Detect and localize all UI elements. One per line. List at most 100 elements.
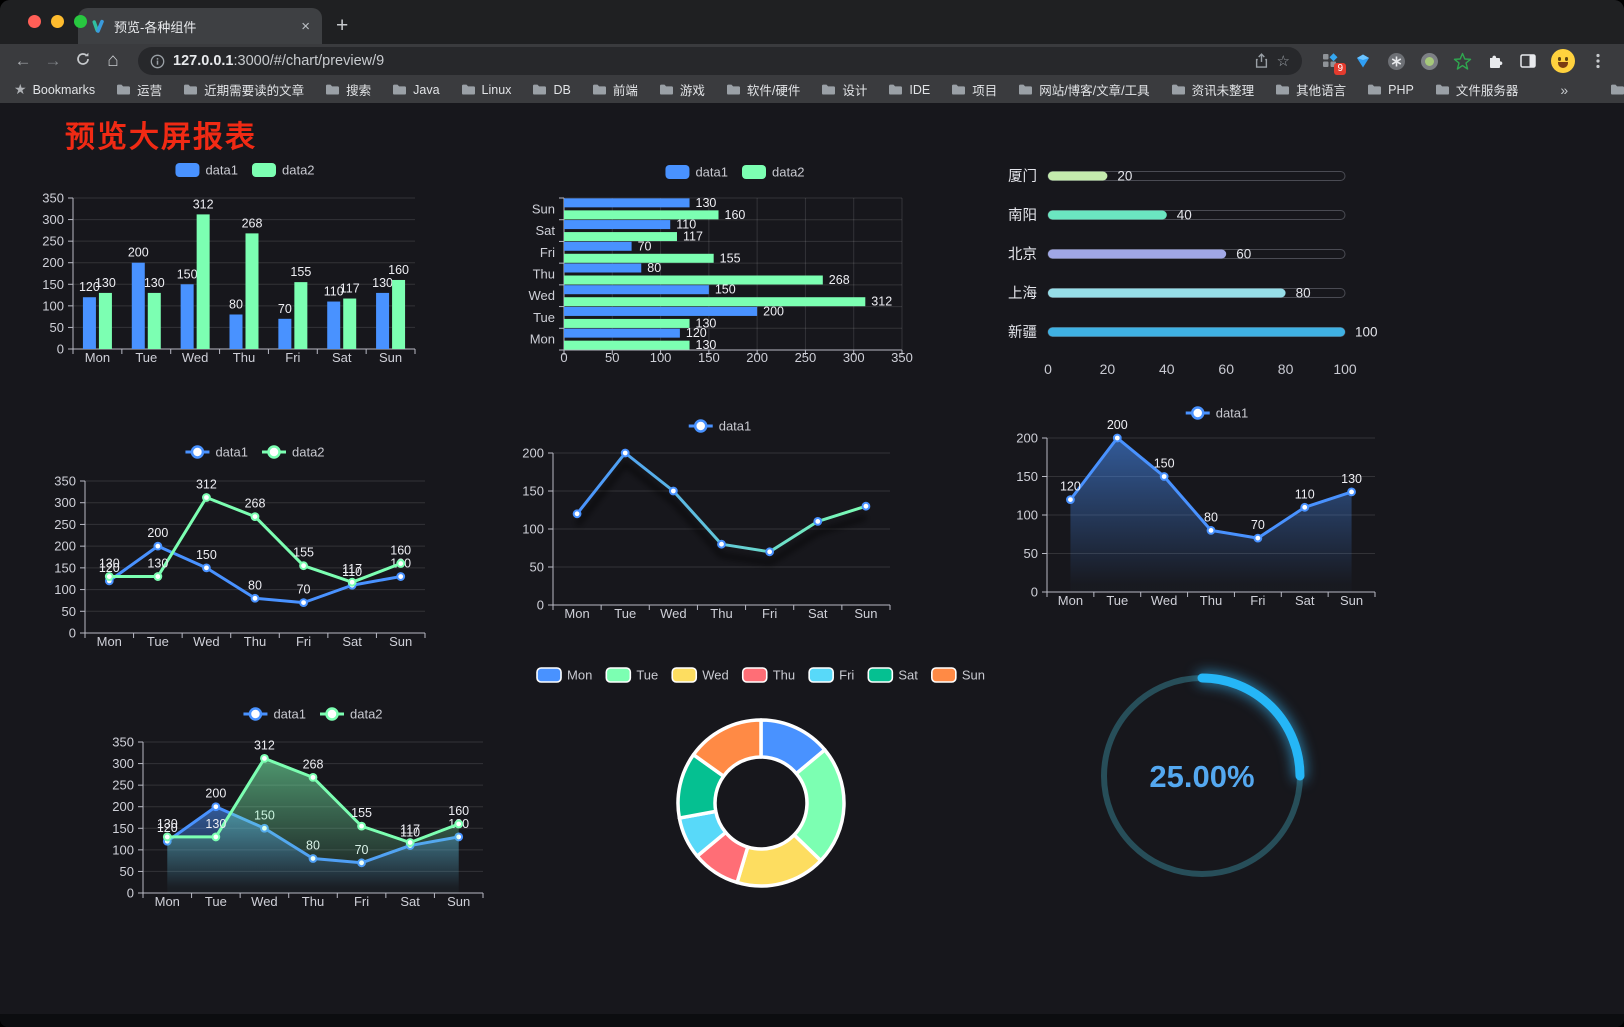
svg-text:150: 150 [42,277,64,292]
svg-text:data1: data1 [215,445,248,460]
svg-text:120: 120 [686,326,707,340]
bookmark-star-icon[interactable]: ☆ [1276,53,1290,70]
bookmark-item[interactable]: 游戏 [659,80,705,99]
bookmark-item[interactable]: 设计 [821,80,867,99]
svg-text:300: 300 [42,212,64,227]
svg-text:100: 100 [42,298,64,313]
tab-close-icon[interactable]: × [301,17,310,35]
chart-hbar-grouped[interactable]: data1 data2 0 50 100 150 200 250 300 350 Sun Sat Fri… [500,150,920,372]
bookmark-item[interactable]: 网站/博客/文章/工具 [1018,80,1150,99]
svg-text:250: 250 [42,234,64,249]
bookmark-item[interactable]: IDE [888,80,930,99]
y-axis: 0 50 100 150 200 250 300 350 [42,191,415,357]
side-panel-icon[interactable] [1518,51,1538,71]
chart-bar-grouped[interactable]: data1 data2 0 50 100 150 200 250 300 350 Mon Tue Wed… [40,150,450,375]
minimize-window-button[interactable] [51,15,64,28]
svg-text:25.00%: 25.00% [1149,759,1254,794]
bookmark-item[interactable]: PHP [1367,80,1414,99]
chart-city-progress[interactable]: 厦门 20 南阳 40 北京 60 上海 80 新疆 100 0 20 40 60 80 100 [990,150,1420,385]
share-icon[interactable] [1254,53,1269,69]
svg-text:150: 150 [1154,457,1175,471]
maximize-window-button[interactable] [74,15,87,28]
window-controls[interactable] [28,15,87,28]
extension-record-icon[interactable] [1419,51,1439,71]
url-text[interactable]: 127.0.0.1:3000/#/chart/preview/9 [173,53,1246,69]
svg-text:312: 312 [254,738,275,752]
x-axis: Mon Tue Wed Thu Fri Sat Sun [552,605,891,621]
svg-text:50: 50 [605,350,619,365]
svg-text:100: 100 [112,842,134,857]
reload-icon[interactable] [70,51,96,72]
bookmark-item[interactable]: DB [532,80,571,99]
bookmark-item[interactable]: 项目 [951,80,997,99]
chart-line-two[interactable]: data1 data2 0 50 100 150 200 250 300 350 Mon Tue Wed… [40,420,460,662]
bookmark-item[interactable]: 其他语言 [1275,80,1346,99]
back-icon[interactable]: ← [14,51,32,70]
svg-text:80: 80 [1296,286,1311,301]
extension-asterisk-icon[interactable] [1386,51,1406,71]
forward-icon[interactable]: → [44,51,62,70]
bookmark-item[interactable]: Linux [461,80,511,99]
bookmark-item[interactable]: 搜索 [325,80,371,99]
svg-text:Thu: Thu [233,350,255,365]
svg-text:60: 60 [1236,247,1251,262]
profile-avatar[interactable] [1551,49,1575,73]
other-bookmarks-folder[interactable]: 其他书签 [1610,80,1624,99]
extension-badge: 9 [1334,63,1346,75]
url-bar[interactable]: 127.0.0.1:3000/#/chart/preview/9 ☆ [138,47,1302,75]
extensions-puzzle-icon[interactable] [1485,51,1505,71]
svg-text:Sat: Sat [808,606,828,621]
bookmark-item[interactable]: 资讯未整理 [1171,80,1254,99]
svg-text:150: 150 [54,560,76,575]
svg-text:data1: data1 [719,419,752,434]
svg-text:Sun: Sun [962,668,985,683]
svg-text:110: 110 [400,826,420,840]
svg-text:Tue: Tue [533,310,555,325]
svg-text:50: 50 [120,864,134,879]
bookmark-item[interactable]: 软件/硬件 [726,80,800,99]
svg-text:40: 40 [1177,208,1192,223]
extension-grid-icon[interactable]: 9 [1320,51,1346,75]
svg-text:130: 130 [147,557,168,571]
site-info-icon[interactable] [150,54,165,69]
svg-text:Mon: Mon [530,332,555,347]
svg-text:Tue: Tue [205,894,227,909]
chart-gauge-percent[interactable]: 25.00% [1080,655,1325,900]
bookmark-item[interactable]: 前端 [592,80,638,99]
chart-donut-days[interactable]: Mon Tue Wed Thu Fri Sat Sun [536,660,985,900]
extension-star-icon[interactable] [1452,51,1472,71]
browser-menu-icon[interactable] [1588,51,1608,71]
svg-text:Wed: Wed [660,606,687,621]
extension-gem-icon[interactable] [1353,51,1373,71]
home-icon[interactable]: ⌂ [107,50,119,71]
svg-text:50: 50 [50,320,64,335]
bookmarks-manager[interactable]: ★ Bookmarks [14,81,95,98]
svg-text:新疆: 新疆 [1008,324,1037,341]
line-series-data1 [572,448,871,566]
svg-text:160: 160 [388,263,409,277]
svg-text:50: 50 [62,604,76,619]
svg-text:100: 100 [1333,361,1357,377]
chart-line-gradient[interactable]: data1 0 50 100 150 200 Mon Tue Wed Thu Fri Sat Sun [500,400,900,630]
svg-text:250: 250 [795,350,817,365]
svg-text:200: 200 [54,539,76,554]
bookmark-item[interactable]: 运营 [116,80,162,99]
new-tab-button[interactable]: + [336,14,349,37]
svg-text:120: 120 [99,561,120,575]
x-axis: Mon Tue Wed Thu Fri Sat Sun [72,349,416,365]
browser-tab[interactable]: 预览-各种组件 × [78,8,322,44]
bookmark-item[interactable]: Java [392,80,440,99]
svg-text:data2: data2 [292,445,325,460]
svg-text:Wed: Wed [1151,593,1178,608]
bookmark-item[interactable]: 近期需要读的文章 [183,80,304,99]
close-window-button[interactable] [28,15,41,28]
chart-line-area[interactable]: data1 0 50 100 150 200 Mon Tue Wed Thu Fri Sat Sun 12… [990,385,1390,617]
bookmark-item[interactable]: 文件服务器 [1435,80,1518,99]
svg-text:Fri: Fri [540,245,555,260]
chart-line-area-two[interactable]: data1 data2 0 50 100 150 200 250 300 350 Mon Tue Wed… [95,690,515,918]
svg-text:Fri: Fri [839,668,854,683]
bookmarks-overflow-chevron[interactable]: » [1560,81,1569,98]
svg-text:Fri: Fri [1250,593,1265,608]
x-axis: Mon Tue Wed Thu Fri Sat Sun [84,633,426,649]
bookmarks-star-icon: ★ [14,81,27,97]
